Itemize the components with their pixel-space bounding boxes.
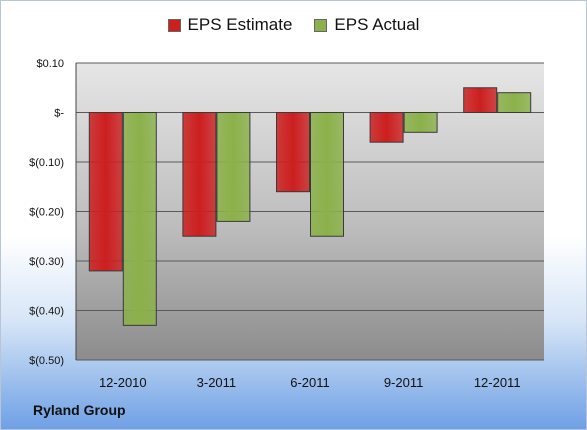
- legend: EPS Estimate EPS Actual: [1, 15, 586, 35]
- y-tick-label: $-: [54, 108, 64, 120]
- legend-label-estimate: EPS Estimate: [187, 15, 293, 34]
- legend-swatch-estimate: [167, 18, 181, 32]
- y-tick-label: $(0.30): [29, 256, 64, 268]
- bar-eps-actual: [497, 92, 532, 113]
- bar-eps-estimate: [463, 87, 498, 113]
- company-name: Ryland Group: [33, 402, 126, 418]
- bar-eps-actual: [310, 112, 344, 237]
- x-tick-label: 12-2011: [474, 375, 521, 390]
- y-tick-label: $0.10: [36, 58, 64, 70]
- bar-eps-actual: [403, 112, 438, 133]
- x-tick-label: 9-2011: [384, 375, 424, 390]
- legend-swatch-actual: [314, 18, 328, 32]
- legend-item-actual: EPS Actual: [314, 15, 419, 35]
- x-tick-label: 6-2011: [290, 375, 330, 390]
- y-tick-label: $(0.50): [29, 355, 64, 367]
- bar-eps-estimate: [88, 112, 123, 272]
- bar-eps-estimate: [276, 112, 310, 193]
- bar-eps-estimate: [182, 112, 217, 237]
- bar-eps-actual: [122, 112, 157, 326]
- y-tick-label: $(0.10): [29, 157, 64, 169]
- bar-eps-estimate: [369, 112, 404, 143]
- bar-eps-actual: [216, 112, 251, 222]
- x-tick-label: 3-2011: [197, 375, 237, 390]
- legend-label-actual: EPS Actual: [334, 15, 420, 34]
- x-tick-label: 12-2010: [99, 375, 147, 390]
- y-tick-label: $(0.20): [29, 207, 64, 219]
- y-tick-label: $(0.40): [29, 306, 64, 318]
- legend-item-estimate: EPS Estimate: [167, 15, 293, 35]
